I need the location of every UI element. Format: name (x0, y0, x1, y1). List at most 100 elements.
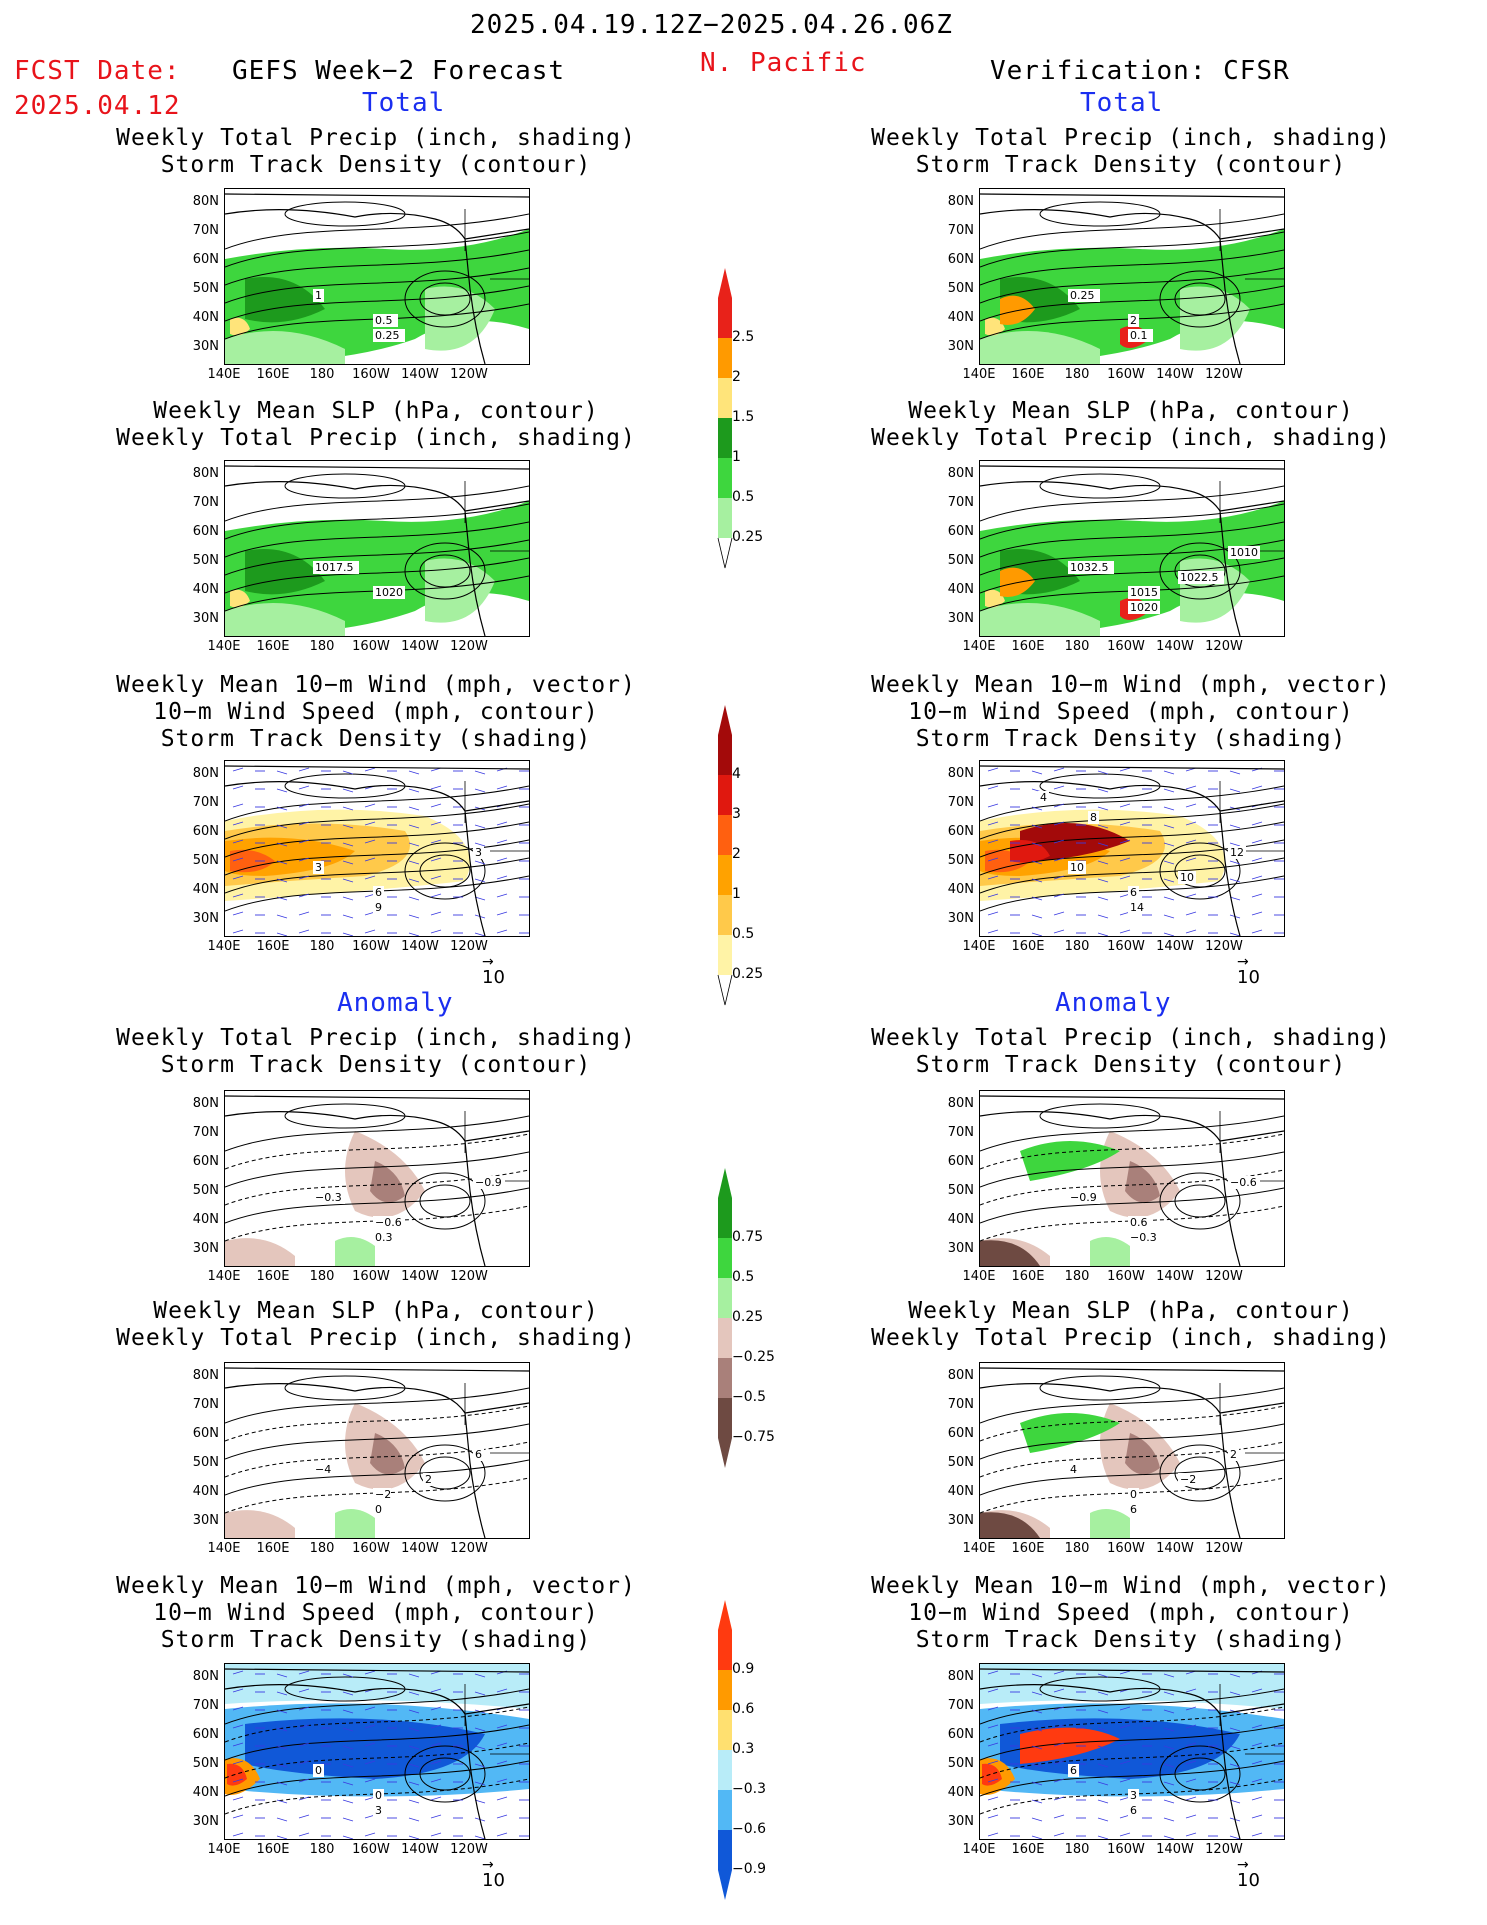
colorbar-segment (718, 1710, 732, 1750)
contour-line (225, 1706, 529, 1743)
wind-vector (232, 893, 244, 898)
wind-vector (1163, 932, 1175, 936)
lat-tick-label: 80N (192, 194, 219, 209)
wind-vector (1229, 1763, 1241, 1768)
contour-line (225, 503, 529, 540)
wind-vector (987, 857, 999, 862)
wind-vector (232, 911, 244, 916)
wind-vector (1185, 821, 1197, 826)
wind-vector (276, 806, 288, 811)
contour-line (225, 1405, 529, 1442)
wind-vector (1163, 1835, 1175, 1839)
lat-tick-label: 60N (947, 1154, 974, 1169)
lat-tick-label: 40N (192, 882, 219, 897)
wind-vector (1031, 824, 1043, 829)
wind-vector (1053, 767, 1065, 772)
lon-tick-label: 140E (207, 367, 241, 382)
contour-label: 1022.5 (1180, 571, 1219, 584)
panel-title-fc-slp_anom: Weekly Mean SLP (hPa, contour) Weekly To… (116, 1298, 636, 1351)
lat-tick-label: 30N (192, 339, 219, 354)
map-canvas: 1032.5 1015 1020 1010 1022.5 (980, 465, 1284, 636)
wind-vector (1097, 824, 1109, 829)
wind-vector (1053, 929, 1065, 934)
wind-vector (1251, 929, 1263, 934)
lat-tick-label: 70N (192, 223, 219, 238)
wind-vector (276, 878, 288, 883)
wind-vector (987, 821, 999, 826)
contour-line (225, 1724, 529, 1761)
contour-line (980, 1387, 1284, 1424)
right-total-label: Total (1080, 88, 1164, 118)
contour-ellipse (1159, 1172, 1241, 1230)
contour-label: 1032.5 (1070, 561, 1109, 574)
wind-vector (496, 1688, 508, 1693)
shading-region (980, 1512, 1040, 1538)
shading-region (245, 277, 325, 323)
colorbar-segment (718, 815, 732, 855)
map-canvas: 10 6 14 12 10 4 8 (980, 765, 1284, 936)
wind-vector (1163, 1709, 1175, 1714)
wind-vector (298, 1688, 310, 1693)
wind-vector (1163, 1727, 1175, 1732)
wind-vector (1251, 1760, 1263, 1765)
wind-vector (276, 1763, 288, 1768)
lon-tick-label: 120W (450, 639, 488, 654)
lon-tick-label: 160E (1011, 639, 1045, 654)
wind-vector (1031, 860, 1043, 865)
colorbar-segment (718, 855, 732, 895)
wind-vector (276, 1709, 288, 1714)
lat-tick-label: 80N (947, 1368, 974, 1383)
lon-tick-label: 120W (450, 1541, 488, 1556)
contour-line (980, 1151, 1284, 1188)
contour-line (980, 1205, 1284, 1242)
lon-tick-label: 140W (1156, 1541, 1194, 1556)
wind-vector (1229, 1745, 1241, 1750)
colorbar-label: 0.5 (732, 1269, 755, 1285)
panel-title-fc-slp_total: Weekly Mean SLP (hPa, contour) Weekly To… (116, 398, 636, 451)
contour-label: 6 (1130, 1804, 1137, 1817)
colorbar-segment (718, 298, 732, 338)
colorbar-segment (718, 1398, 732, 1438)
lat-tick-label: 80N (947, 766, 974, 781)
lon-tick-label: 160E (256, 639, 290, 654)
wind-vector (298, 1742, 310, 1747)
lat-tick-label: 50N (947, 1455, 974, 1470)
colorbar-segment (718, 1358, 732, 1398)
shading-region (982, 1763, 1002, 1786)
panel-title-fc-wind_total: Weekly Mean 10−m Wind (mph, vector) 10−m… (116, 672, 636, 752)
wind-vector (430, 1796, 442, 1801)
wind-vector (1185, 1778, 1197, 1783)
wind-vector (276, 824, 288, 829)
wind-vector (1053, 1670, 1065, 1675)
wind-vector (987, 1688, 999, 1693)
political-border (464, 1684, 529, 1755)
lon-tick-label: 160W (1107, 1842, 1145, 1857)
wind-vector (1119, 1832, 1131, 1837)
contour-label: 14 (1130, 901, 1144, 914)
colorbar-precip_anom (708, 1168, 748, 1492)
colorbar-storm_anom (708, 1600, 748, 1924)
contour-ellipse (1174, 854, 1226, 888)
wind-vector (1097, 806, 1109, 811)
lon-tick-label: 120W (450, 1269, 488, 1284)
lat-tick-label: 40N (947, 1484, 974, 1499)
wind-vector (342, 788, 354, 793)
contour-label: 2 (425, 1473, 432, 1486)
colorbar-label: 1 (732, 449, 741, 465)
map-canvas: 6 3 6 (980, 1664, 1284, 1839)
map-panel-fc-slp_total: 1017.5 1020 (224, 460, 530, 637)
wind-vector (430, 857, 442, 862)
political-border (1219, 209, 1284, 280)
contour-label: 1010 (1230, 546, 1258, 559)
wind-vector (276, 1781, 288, 1786)
lat-tick-label: 80N (192, 1669, 219, 1684)
colorbar-label: 0.5 (732, 489, 755, 505)
wind-vector (1097, 1817, 1109, 1822)
contour-ellipse (419, 1757, 471, 1791)
wind-vector (496, 1760, 508, 1765)
wind-vector (1097, 932, 1109, 936)
wind-vector (232, 1688, 244, 1693)
arrow-right-icon: → (1237, 954, 1249, 970)
contour-label: 1 (315, 289, 322, 302)
region-label: N. Pacific (700, 48, 867, 78)
